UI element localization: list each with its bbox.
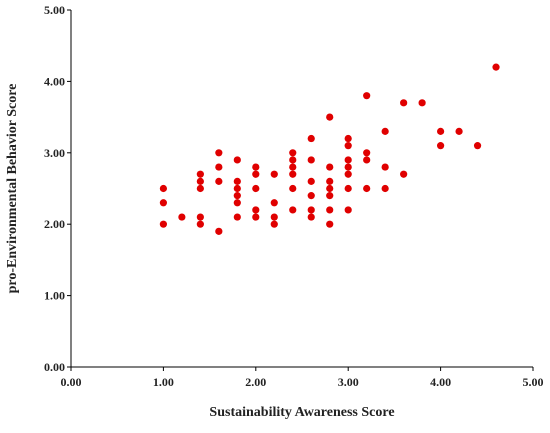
y-axis-label: pro-Environmental Behavior Score [5,84,20,294]
data-point [326,192,334,200]
data-point [437,142,445,150]
data-point [252,170,260,178]
data-point [252,213,260,221]
data-point [363,92,371,100]
data-point [289,163,297,171]
data-point [344,156,352,164]
data-point [252,206,260,214]
data-point [326,206,334,214]
data-point [270,170,278,178]
data-point [326,177,334,185]
data-point [289,156,297,164]
data-point [215,149,223,157]
data-point [326,184,334,193]
data-point [307,206,315,214]
data-point [400,170,408,178]
data-point [159,184,167,193]
data-point [289,206,297,214]
data-point [307,213,315,221]
data-point [326,163,334,171]
data-point [344,134,352,143]
data-point [289,184,297,193]
data-point [233,192,241,200]
data-point [344,142,352,150]
data-point [381,163,389,171]
data-point [159,199,167,207]
data-point [344,206,352,214]
data-point [233,184,241,193]
data-point [381,127,389,135]
data-point [326,220,334,228]
data-point [196,213,204,221]
x-tick-label: 2.00 [245,375,266,389]
data-point [159,220,167,228]
data-point [326,113,334,121]
y-tick-label: 1.00 [44,289,65,303]
y-tick-label: 5.00 [44,3,65,17]
data-point [418,99,426,107]
y-tick-label: 2.00 [44,217,65,231]
y-tick-label: 4.00 [44,74,65,88]
data-point [215,163,223,171]
data-point [233,213,241,221]
data-point [437,127,445,135]
data-point [344,170,352,178]
data-point [196,220,204,228]
x-tick-label: 4.00 [430,375,451,389]
data-point [270,213,278,221]
data-point [344,163,352,171]
x-axis-label: Sustainability Awareness Score [209,405,394,420]
x-tick-label: 5.00 [523,375,544,389]
x-tick-label: 1.00 [153,375,174,389]
data-point [233,156,241,164]
data-point [455,127,463,135]
data-point [363,149,371,157]
data-point [270,220,278,228]
data-point [196,177,204,185]
y-tick-label: 0.00 [44,360,65,374]
data-point [307,192,315,200]
data-point [289,149,297,157]
data-point [307,134,315,143]
data-point [215,177,223,185]
data-point [363,156,371,164]
data-point [233,199,241,207]
data-point [473,142,482,150]
data-point [289,170,297,178]
data-point [196,184,204,193]
data-point [307,177,315,185]
data-point [344,184,352,193]
data-point [400,99,408,107]
data-point [252,184,260,193]
data-point [233,177,241,185]
data-point [307,156,315,164]
y-tick-label: 3.00 [44,146,65,160]
data-point [492,63,500,71]
y-axis-ticks: 0.00 1.00 2.00 3.00 4.00 5.00 [44,3,71,374]
data-point [178,213,186,221]
x-axis-ticks: 0.00 1.00 2.00 3.00 4.00 5.00 [61,367,544,389]
data-point [196,170,204,178]
data-point [381,184,389,193]
data-point [270,199,278,207]
data-points [159,63,500,235]
data-point [215,227,223,235]
data-point [363,184,371,193]
x-tick-label: 3.00 [338,375,359,389]
x-tick-label: 0.00 [61,375,82,389]
data-point [252,163,260,171]
